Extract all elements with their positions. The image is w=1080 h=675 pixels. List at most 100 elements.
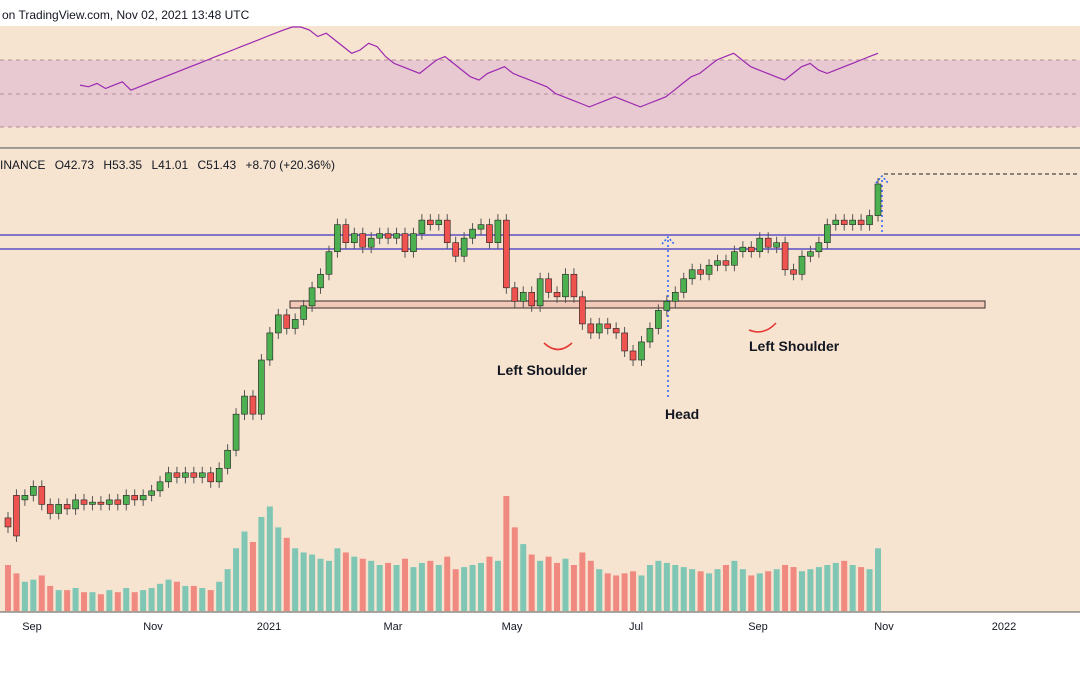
- volume-bar: [393, 565, 400, 611]
- volume-bar: [249, 542, 256, 611]
- volume-bar: [64, 590, 71, 611]
- candle-down: [384, 233, 392, 239]
- volume-bar: [182, 585, 189, 611]
- volume-bar: [773, 569, 780, 611]
- candle-up: [460, 237, 468, 257]
- volume-bar: [444, 556, 451, 611]
- candles: [4, 178, 882, 542]
- candle-up: [367, 237, 375, 248]
- volume-bar: [21, 581, 28, 611]
- candle-down: [629, 350, 637, 361]
- volume-bar: [283, 537, 290, 611]
- volume-bar: [342, 552, 349, 611]
- volume-bar: [756, 573, 763, 611]
- candle-up: [393, 233, 400, 239]
- candle-up: [536, 278, 544, 307]
- x-tick-label: Nov: [143, 621, 163, 633]
- volume-bar: [714, 569, 721, 611]
- candle-down: [401, 233, 409, 253]
- volume-bar: [739, 569, 746, 611]
- volume-bar: [241, 531, 248, 611]
- volume-bar: [875, 548, 881, 611]
- x-tick-label: Sep: [22, 621, 42, 633]
- candle-down: [587, 323, 595, 334]
- candle-up: [874, 183, 882, 216]
- volume-bar: [173, 581, 180, 611]
- volume-bar: [123, 588, 130, 611]
- candle-up: [165, 472, 172, 483]
- candle-up: [646, 328, 654, 343]
- volume-bar: [782, 565, 789, 611]
- close-value: C51.43: [198, 158, 237, 172]
- volume-bar: [131, 592, 138, 611]
- measured-move-arrowhead: [661, 235, 675, 245]
- volume-bar: [478, 562, 485, 611]
- volume-bar: [72, 588, 79, 611]
- candle-down: [342, 224, 350, 243]
- header-bar: [0, 0, 1080, 26]
- volume-bar: [30, 579, 37, 611]
- volume-bar: [224, 569, 231, 611]
- volume-bar: [300, 552, 307, 611]
- annotation-head: Head: [665, 406, 699, 422]
- candle-up: [756, 237, 764, 253]
- candle-up: [266, 332, 274, 361]
- candle-up: [435, 219, 443, 225]
- volume-bar: [469, 565, 476, 611]
- price-pane-background: [0, 149, 1080, 612]
- volume-bar: [334, 548, 341, 611]
- candle-down: [579, 296, 586, 325]
- candle-up: [680, 278, 688, 293]
- volume-bar: [554, 562, 561, 611]
- volume-bar: [587, 560, 594, 611]
- volume-bar: [646, 565, 653, 611]
- candle-down: [840, 219, 848, 225]
- candle-up: [798, 255, 806, 275]
- candle-up: [663, 301, 671, 311]
- candle-up: [595, 323, 603, 334]
- candle-up: [182, 472, 189, 478]
- candle-down: [748, 246, 755, 253]
- candle-down: [207, 472, 215, 483]
- candle-up: [477, 224, 485, 230]
- candle-up: [688, 269, 696, 280]
- candle-up: [325, 251, 333, 275]
- support-zone: [289, 300, 986, 309]
- volume-bar: [672, 565, 679, 611]
- candle-down: [173, 472, 181, 478]
- candle-down: [46, 504, 54, 514]
- volume-bar: [689, 569, 696, 611]
- volume-bar: [148, 588, 155, 611]
- candle-up: [351, 233, 358, 243]
- volume-bar: [866, 569, 873, 611]
- volume-bar: [351, 556, 358, 611]
- candle-down: [427, 219, 434, 225]
- candle-up: [638, 341, 645, 361]
- candle-up: [89, 501, 96, 505]
- volume-bar: [275, 527, 282, 611]
- volume-bar: [824, 565, 831, 611]
- candle-down: [486, 224, 493, 243]
- target-projection-arrowhead: [875, 174, 889, 184]
- volume-bar: [461, 567, 468, 611]
- candle-up: [198, 472, 206, 478]
- x-tick-label: 2022: [992, 621, 1016, 633]
- x-tick-label: Nov: [874, 621, 894, 633]
- volume-bar: [596, 569, 603, 611]
- volume-bar: [748, 575, 755, 611]
- candle-up: [410, 233, 417, 253]
- volume-bar: [435, 565, 442, 611]
- symbol-label: INANCE: [0, 158, 45, 172]
- ohlc-readout: INANCE O42.73 H53.35 L41.01 C51.43 +8.70…: [0, 158, 335, 172]
- candle-down: [131, 495, 138, 501]
- volume-bar: [494, 560, 501, 611]
- x-tick-label: Mar: [384, 621, 403, 633]
- candle-down: [722, 260, 730, 266]
- candle-up: [148, 490, 155, 496]
- candle-up: [824, 224, 831, 243]
- candle-down: [190, 472, 198, 478]
- volume-bar: [520, 544, 527, 611]
- volume-bar: [545, 556, 552, 611]
- candle-up: [334, 224, 341, 253]
- volume-bar: [199, 588, 206, 611]
